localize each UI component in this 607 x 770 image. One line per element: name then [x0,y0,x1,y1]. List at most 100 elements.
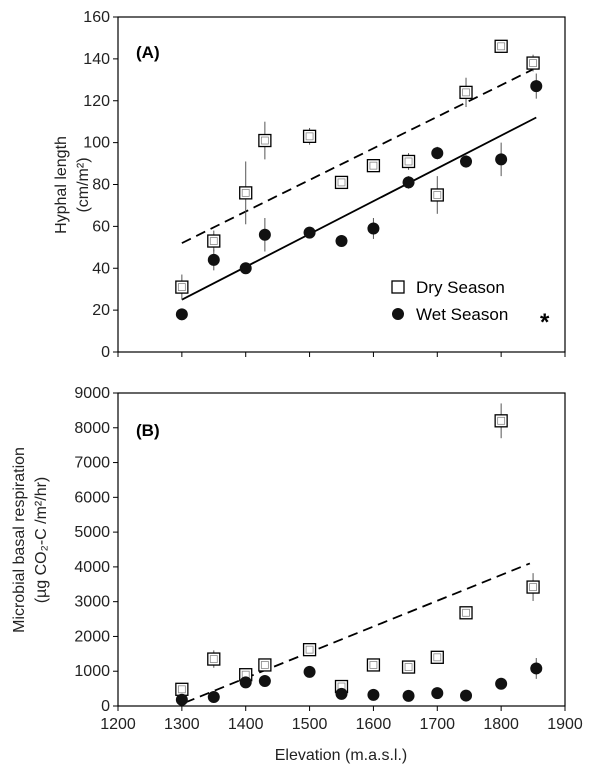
panel-a-wet-point [431,147,444,160]
panel-b-ytick-label: 5000 [74,524,110,541]
panel-a-dry-point [207,234,221,248]
panel-a-wet-point [367,222,380,235]
panel-b-dry-point-inner [369,661,378,669]
panel-a-wet-point [239,262,252,275]
legend-label: Wet Season [416,305,508,324]
panel-a-dry-point [175,280,189,294]
panel-b-wet-point [335,687,348,700]
panel-b-wet-point [495,677,508,690]
panel-a-trend-dry [181,68,534,244]
panel-a-wet-point [460,155,473,168]
panel-b-trend-dry [184,562,531,704]
legend-label: Dry Season [416,278,505,297]
panel-b-label: (B) [136,421,160,440]
panel-b-frame [117,392,566,707]
panel-a-dry-point [401,154,416,169]
x-axis-label: Elevation (m.a.s.l.) [275,747,407,764]
panel-a-dry-point-inner [209,237,218,245]
panel-a-dry-point-inner [433,191,442,199]
legend-dry-marker [391,280,405,294]
panel-a-wet-point [495,153,508,166]
panel-a-trend-wet [181,116,537,301]
panel-a-ytick-label: 20 [92,302,110,319]
panel-a-ylabel-line1: Hyphal length [53,136,70,234]
panel-b-ytick-label: 3000 [74,594,110,611]
panel-a-dry-point-inner [260,136,269,145]
panel-a-dry-point-inner [337,178,346,187]
panel-a-ytick-label: 100 [83,135,110,152]
panel-a-dry-point-inner [497,42,506,51]
significance-mark: * [540,309,550,336]
panel-b-ylabel-line1: Microbial basal respiration [11,447,28,633]
panel-a-dry-point [430,188,444,202]
panel-a-dry-point-inner [241,188,250,197]
panel-a-dry-point [239,186,253,200]
panel-b-ylabel-line2: (µg CO₂-C /m²/hr) [33,477,50,604]
panel-b-dry-point [207,652,221,666]
panel-b-dry-point [401,660,416,674]
panel-b-wet-point [431,687,444,700]
legend-wet-marker [392,308,404,320]
panel-a-dry-point-inner [305,132,314,141]
panel-b-wet-point [530,662,543,675]
panel-b-dry-point-inner [404,663,413,671]
panel-b-dry-point [526,580,540,594]
panel-b-wet-point [207,690,220,703]
panel-a-dry-point-inner [369,161,378,170]
panel-b-dry-point [302,643,317,657]
panel-b-dry-point-inner [433,653,442,662]
x-tick-label: 1900 [547,716,583,733]
panel-a-dry-point [459,85,473,100]
panel-b-wet-point [460,689,473,702]
panel-b-dry-point-inner [462,608,470,617]
panel-b-dry-point-inner [305,645,314,654]
x-tick-label: 1700 [419,716,455,733]
panel-b: Microbial basal respiration (µg CO₂-C /m… [11,385,583,764]
panel-b-ytick-label: 2000 [74,628,110,645]
panel-b-dry-point-inner [209,655,218,663]
x-tick-label: 1400 [228,716,264,733]
panel-a-ylabel-line2: (cm/m²) [75,157,92,212]
panel-a-ytick-label: 140 [83,51,110,68]
panel-b-dry-point [366,658,381,672]
panel-b-dry-point [459,606,473,620]
panel-a-ytick-label: 0 [101,344,110,361]
panel-a-ytick-label: 160 [83,9,110,26]
panel-b-wet-point [303,665,316,678]
panel-a-dry-point-inner [529,59,537,67]
panel-a-ytick-label: 120 [83,93,110,110]
panel-a-dry-point [494,39,508,53]
panel-a-wet-point [258,228,271,241]
panel-b-ytick-label: 0 [101,698,110,715]
panel-b-dry-point [258,658,272,672]
panel-a-wet-point [175,308,188,321]
panel-b-ytick-label: 7000 [74,455,110,472]
panel-a-label: (A) [136,43,160,62]
panel-a-wet-point [207,253,220,266]
panel-a-dry-point-inner [462,88,470,97]
panel-a-dry-point [302,129,317,143]
panel-b-dry-point [494,414,508,428]
panel-a-wet-point [335,235,348,248]
panel-a-dry-point-inner [404,157,413,166]
panel-b-wet-point [402,689,415,702]
panel-a-dry-point [366,159,381,173]
panel-a-ytick-label: 40 [92,260,110,277]
panel-b-ytick-label: 4000 [74,559,110,576]
panel-b-ytick-label: 1000 [74,663,110,680]
x-tick-label: 1800 [483,716,519,733]
x-tick-label: 1200 [100,716,136,733]
panel-b-wet-point [258,674,271,687]
panel-b-wet-point [239,676,252,689]
panel-b-ytick-label: 6000 [74,489,110,506]
panel-b-wet-point [367,688,380,701]
panel-a-ytick-label: 80 [92,177,110,194]
panel-b-dry-point-inner [260,661,269,669]
panel-a-ytick-label: 60 [92,218,110,235]
x-tick-label: 1500 [292,716,328,733]
panel-a-wet-point [303,226,316,239]
panel-a-wet-point [402,176,415,189]
panel-a-dry-point [334,175,349,190]
panel-a-dry-point [258,133,272,148]
panel-b-ytick-label: 8000 [74,420,110,437]
